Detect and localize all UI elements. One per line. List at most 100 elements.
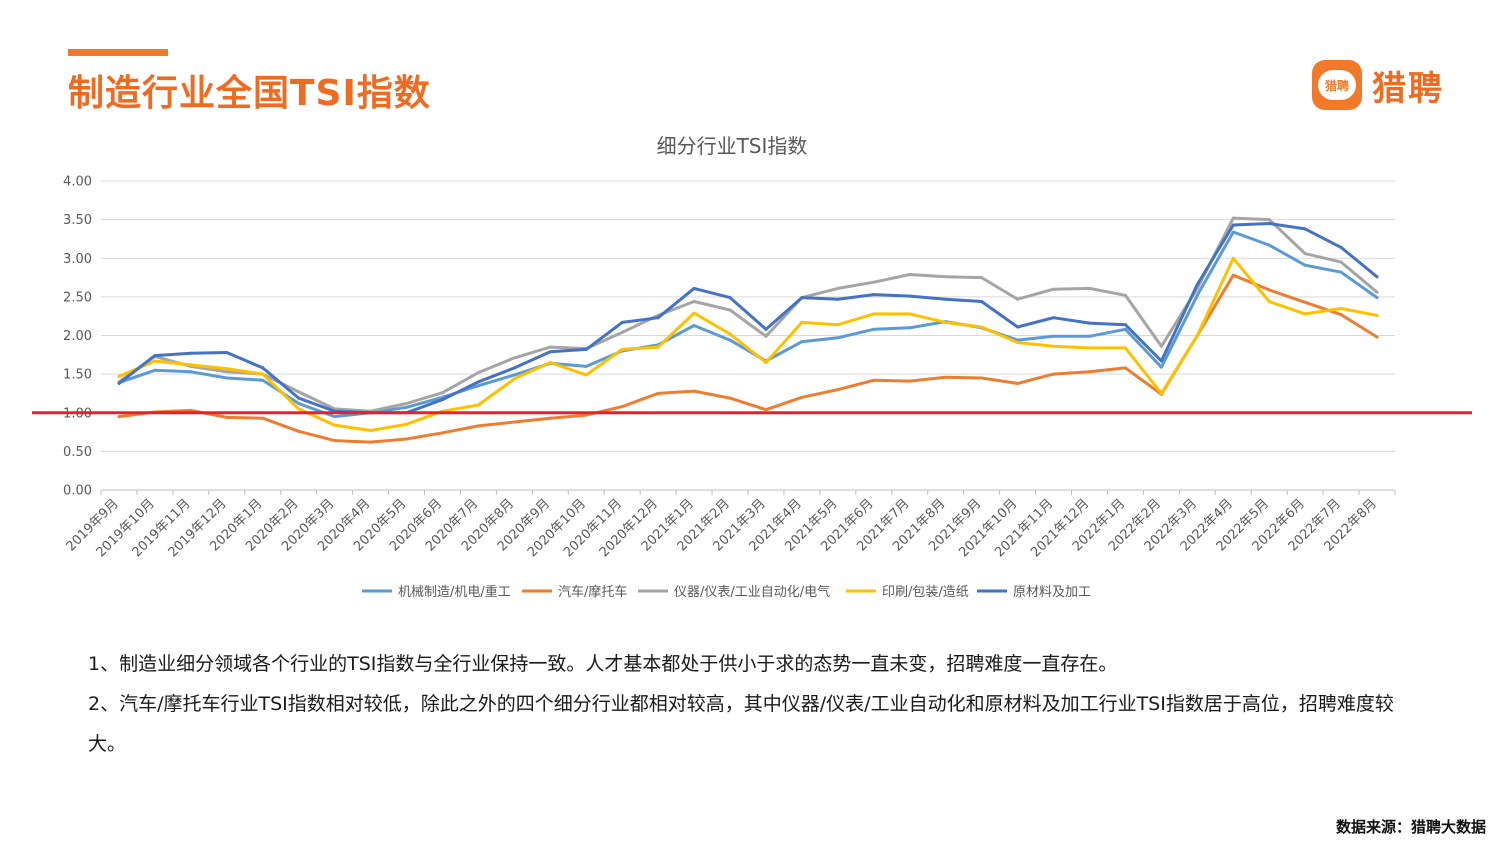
legend-item: 汽车/摩托车 [522,584,627,600]
data-source: 数据来源：猎聘大数据 [1335,818,1486,836]
data-point [1087,321,1091,325]
data-point [261,366,265,370]
series-line [117,256,1379,432]
legend-label: 机械制造/机电/重工 [398,584,511,600]
data-point [692,323,696,327]
data-point [692,286,696,290]
legend-item: 仪器/仪表/工业自动化/电气 [638,584,830,600]
data-point [1087,286,1091,290]
data-point [1123,346,1127,350]
data-point [728,396,732,400]
data-point [333,415,337,419]
data-point [1339,313,1343,317]
data-point [1375,290,1379,294]
data-point [1375,296,1379,300]
series-line [117,230,1379,419]
data-point [980,376,984,380]
data-point [333,439,337,443]
data-point [728,296,732,300]
legend-label: 仪器/仪表/工业自动化/电气 [674,584,830,600]
data-point [1159,359,1163,363]
data-point [189,363,193,367]
data-point [1052,334,1056,338]
data-point [692,389,696,393]
data-point [1303,300,1307,304]
data-point [800,340,804,344]
series [117,256,1379,433]
data-point [872,312,876,316]
data-point [1231,223,1235,227]
data-point [440,391,444,395]
data-point [440,398,444,402]
series-line [117,216,1379,413]
chart-title: 细分行业TSI指数 [657,134,808,158]
data-point [261,416,265,420]
data-point [1375,275,1379,279]
data-point [1303,263,1307,267]
data-point [405,437,409,441]
data-point [944,297,948,301]
data-point [872,378,876,382]
title-accent-bar [68,49,168,56]
data-point [908,326,912,330]
x-axis-ticks: 2019年9月2019年10月2019年11月2019年12月2020年1月20… [64,490,1396,560]
data-point [944,375,948,379]
data-point [476,371,480,375]
data-point [512,377,516,381]
data-point [297,396,301,400]
data-point [800,395,804,399]
note-line-2: 2、汽车/摩托车行业TSI指数相对较低，除此之外的四个细分行业都相对较高，其中仪… [88,693,1394,755]
series-lines [117,216,1379,444]
data-point [1087,346,1091,350]
data-point [980,300,984,304]
data-point [476,424,480,428]
data-point [1267,288,1271,292]
data-point [189,408,193,412]
data-point [908,379,912,383]
y-tick-label: 1.50 [63,368,92,383]
series [117,221,1379,415]
data-point [405,401,409,405]
data-point [656,391,660,395]
data-point [1123,293,1127,297]
data-point [189,370,193,374]
data-point [297,407,301,411]
data-point [584,373,588,377]
legend-label: 原材料及加工 [1013,585,1091,600]
analysis-notes: 1、制造业细分领域各个行业的TSI指数与全行业保持一致。人才基本都处于供小于求的… [88,644,1428,764]
grid-lines [101,180,1395,491]
data-point [1159,391,1163,395]
y-tick-label: 3.00 [63,252,92,267]
data-point [692,300,696,304]
data-point [512,356,516,360]
data-point [908,272,912,276]
data-point [1267,243,1271,247]
data-point [800,320,804,324]
data-point [225,370,229,374]
data-point [980,325,984,329]
data-point [1123,327,1127,331]
data-point [1339,306,1343,310]
data-point [117,415,121,419]
data-point [548,416,552,420]
data-point [440,431,444,435]
data-point [333,423,337,427]
data-point [476,384,480,388]
data-point [1339,245,1343,249]
data-point [584,413,588,417]
y-axis-ticks: 0.000.501.001.502.002.503.003.504.00 [63,175,92,499]
data-point [620,330,624,334]
data-point [728,308,732,312]
data-point [764,334,768,338]
data-point [944,320,948,324]
data-point [261,378,265,382]
data-point [872,280,876,284]
line-chart: 细分行业TSI指数 0.000.501.001.502.002.503.003.… [32,134,1472,600]
data-point [225,415,229,419]
data-point [1231,273,1235,277]
data-point [548,350,552,354]
data-point [512,366,516,370]
y-tick-label: 4.00 [63,175,92,190]
data-point [153,368,157,372]
data-point [836,336,840,340]
